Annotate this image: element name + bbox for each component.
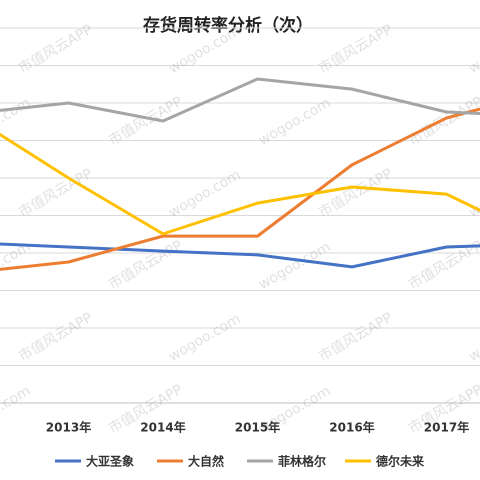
legend-label: 大亚圣象 <box>86 454 134 469</box>
series-line <box>0 77 480 123</box>
series-line <box>0 107 480 271</box>
series-line <box>0 132 480 236</box>
x-tick-label: 2016年 <box>329 420 374 435</box>
chart-title: 存货周转率分析（次） <box>143 15 313 36</box>
x-tick-label: 2014年 <box>140 420 185 435</box>
x-tick-label: 2017年 <box>424 420 469 435</box>
legend-label: 大自然 <box>188 454 224 469</box>
series-line <box>0 242 480 269</box>
x-tick-label: 2015年 <box>235 420 280 435</box>
legend-label: 菲林格尔 <box>278 454 326 469</box>
x-tick-label: 2013年 <box>46 420 91 435</box>
legend-label: 德尔未来 <box>376 454 425 469</box>
